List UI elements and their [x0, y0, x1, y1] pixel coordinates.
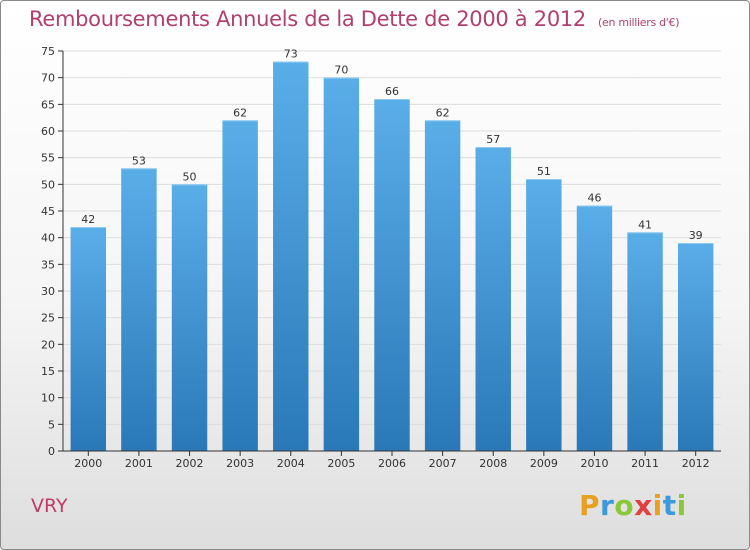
chart-title: Remboursements Annuels de la Dette de 20… — [29, 7, 679, 31]
y-tick-label: 75 — [41, 45, 55, 58]
x-tick-label: 2010 — [580, 457, 608, 470]
y-tick-label: 60 — [41, 125, 55, 138]
chart-title-text: Remboursements Annuels de la Dette de 20… — [29, 7, 586, 31]
y-tick-label: 50 — [41, 178, 55, 191]
x-tick-label: 2005 — [327, 457, 355, 470]
bar — [526, 179, 562, 451]
bar-value-label: 57 — [486, 133, 500, 146]
x-tick-label: 2008 — [479, 457, 507, 470]
bar-value-label: 39 — [689, 229, 703, 242]
bar-value-label: 41 — [638, 218, 652, 231]
logo-letter: P — [579, 489, 601, 522]
bar-value-label: 51 — [537, 165, 551, 178]
bar — [171, 184, 208, 452]
bar — [121, 168, 157, 452]
bar-value-label: 70 — [334, 64, 348, 77]
y-tick-label: 45 — [41, 205, 55, 218]
proxiti-logo: Proxiti — [579, 489, 687, 522]
y-tick-label: 70 — [41, 72, 55, 85]
x-tick-label: 2009 — [530, 457, 558, 470]
x-tick-label: 2001 — [125, 457, 153, 470]
data-labels: 42 53 50 62 73 70 66 62 57 51 46 41 39 — [81, 48, 702, 242]
bar-value-label: 42 — [81, 213, 95, 226]
y-tick-label: 15 — [41, 365, 55, 378]
bar — [222, 120, 258, 451]
bar — [424, 120, 461, 451]
logo-letter: o — [614, 489, 635, 522]
y-tick-label: 0 — [48, 445, 55, 458]
y-tick-label: 25 — [41, 312, 55, 325]
y-tick-label: 10 — [41, 392, 55, 405]
logo-letter: t — [662, 489, 677, 522]
bar — [576, 205, 613, 451]
x-tick-label: 2000 — [74, 457, 102, 470]
x-tick-label: 2006 — [378, 457, 406, 470]
bar-value-label: 46 — [587, 192, 601, 205]
x-tick-label: 2004 — [277, 457, 305, 470]
bar-value-label: 62 — [233, 106, 247, 119]
y-tick-label: 55 — [41, 152, 55, 165]
bar-value-label: 50 — [183, 170, 197, 183]
bar — [273, 61, 309, 452]
bar — [70, 227, 107, 451]
bar — [475, 147, 511, 451]
y-tick-label: 35 — [41, 258, 55, 271]
logo-letter: i — [676, 489, 687, 522]
x-tick-label: 2002 — [176, 457, 204, 470]
x-tick-label: 2007 — [429, 457, 457, 470]
axes: 0 5 10 15 20 25 30 35 40 45 50 55 60 65 70 75 2000 2001 20… — [41, 45, 721, 470]
logo-letter: r — [600, 489, 615, 522]
x-tick-label: 2012 — [682, 457, 710, 470]
y-tick-label: 30 — [41, 285, 55, 298]
city-name: VRY — [31, 495, 68, 517]
y-tick-label: 5 — [48, 418, 55, 431]
bar — [677, 243, 714, 451]
bar-value-label: 53 — [132, 154, 146, 167]
y-tick-label: 20 — [41, 338, 55, 351]
y-tick-label: 40 — [41, 232, 55, 245]
bars — [70, 61, 714, 452]
y-tick-label: 65 — [41, 98, 55, 111]
bar-value-label: 62 — [436, 106, 450, 119]
logo-letter: x — [634, 489, 653, 522]
bar — [323, 77, 360, 452]
bar-value-label: 66 — [385, 85, 399, 98]
x-tick-label: 2011 — [631, 457, 659, 470]
x-tick-label: 2003 — [226, 457, 254, 470]
bar-value-label: 73 — [284, 48, 298, 61]
bar — [374, 99, 410, 451]
bar — [627, 232, 663, 451]
logo-letter: i — [652, 489, 663, 522]
chart-subtitle: (en milliers d'€) — [598, 16, 680, 29]
